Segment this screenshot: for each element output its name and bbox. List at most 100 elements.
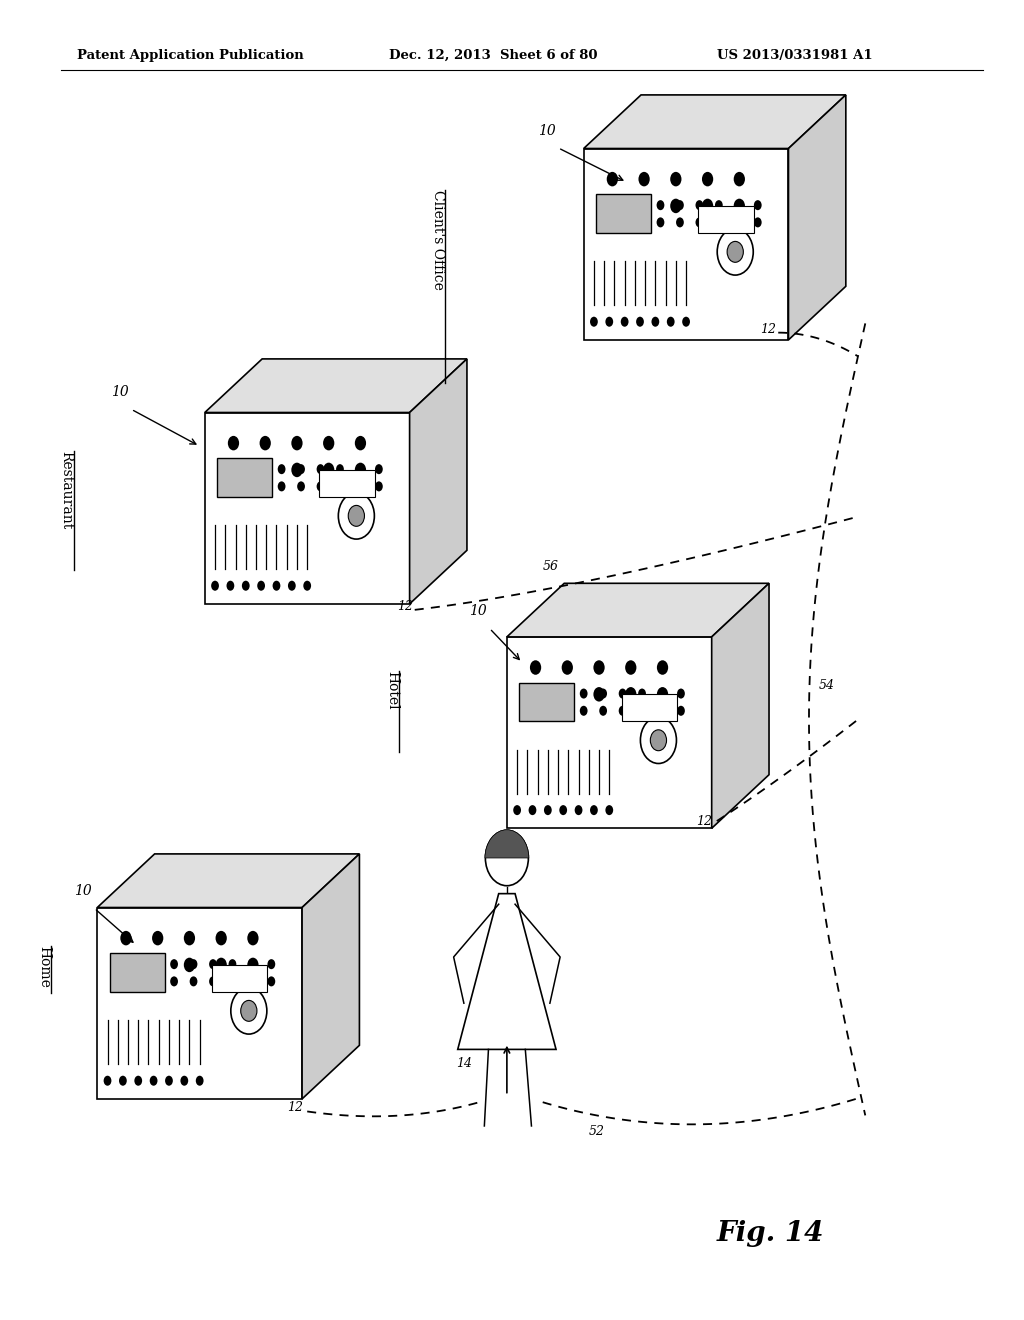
Circle shape <box>216 931 227 945</box>
Circle shape <box>656 201 665 210</box>
Circle shape <box>676 218 684 227</box>
Circle shape <box>561 686 572 702</box>
Polygon shape <box>97 908 302 1098</box>
Circle shape <box>189 960 198 969</box>
Bar <box>596 194 651 232</box>
Polygon shape <box>205 359 467 412</box>
Circle shape <box>227 462 239 477</box>
Polygon shape <box>205 412 410 605</box>
Circle shape <box>636 317 644 327</box>
Polygon shape <box>458 894 556 1049</box>
Circle shape <box>180 1076 188 1086</box>
Circle shape <box>348 506 365 527</box>
Circle shape <box>336 482 344 491</box>
Circle shape <box>544 805 552 816</box>
Circle shape <box>528 805 537 816</box>
Circle shape <box>189 977 198 986</box>
Circle shape <box>605 805 613 816</box>
Text: Fig. 14: Fig. 14 <box>717 1220 824 1247</box>
Circle shape <box>324 436 334 450</box>
Circle shape <box>152 931 164 945</box>
Circle shape <box>618 706 627 715</box>
Bar <box>698 206 754 232</box>
Circle shape <box>621 317 629 327</box>
Circle shape <box>278 465 286 474</box>
Circle shape <box>230 987 267 1034</box>
Circle shape <box>599 689 607 698</box>
Circle shape <box>248 977 256 986</box>
Text: Home: Home <box>37 946 51 989</box>
Circle shape <box>226 581 234 591</box>
Text: 14: 14 <box>456 1056 472 1069</box>
Circle shape <box>677 706 685 715</box>
Circle shape <box>324 462 334 477</box>
Circle shape <box>727 242 743 263</box>
Circle shape <box>121 931 131 945</box>
Polygon shape <box>507 638 712 829</box>
Circle shape <box>211 581 219 591</box>
Circle shape <box>355 465 364 474</box>
Circle shape <box>530 660 541 675</box>
Circle shape <box>590 805 598 816</box>
Circle shape <box>702 199 713 214</box>
Circle shape <box>260 462 270 477</box>
Circle shape <box>618 689 627 698</box>
Circle shape <box>297 482 305 491</box>
Text: 56: 56 <box>543 560 559 573</box>
Circle shape <box>656 218 665 227</box>
Text: 10: 10 <box>469 605 486 618</box>
Circle shape <box>170 977 178 986</box>
Circle shape <box>590 317 598 327</box>
Circle shape <box>267 960 275 969</box>
Text: 10: 10 <box>538 124 555 137</box>
Circle shape <box>267 977 275 986</box>
Circle shape <box>248 931 258 945</box>
Circle shape <box>248 957 258 972</box>
Circle shape <box>119 1076 127 1086</box>
Circle shape <box>695 201 703 210</box>
Text: US 2013/0331981 A1: US 2013/0331981 A1 <box>717 49 872 62</box>
Circle shape <box>196 1076 204 1086</box>
Circle shape <box>657 689 666 698</box>
Circle shape <box>676 201 684 210</box>
Polygon shape <box>302 854 359 1098</box>
Circle shape <box>216 957 227 972</box>
Circle shape <box>338 492 375 539</box>
Circle shape <box>288 581 296 591</box>
Circle shape <box>150 1076 158 1086</box>
Circle shape <box>695 218 703 227</box>
Circle shape <box>530 686 541 702</box>
Circle shape <box>241 1001 257 1022</box>
Text: 12: 12 <box>760 322 776 335</box>
Circle shape <box>574 805 583 816</box>
Circle shape <box>354 462 367 477</box>
Bar <box>212 965 267 991</box>
Circle shape <box>297 465 305 474</box>
Text: 12: 12 <box>696 814 713 828</box>
Circle shape <box>170 960 178 969</box>
Circle shape <box>593 686 604 702</box>
Circle shape <box>242 581 250 591</box>
Circle shape <box>291 436 303 450</box>
Polygon shape <box>712 583 769 829</box>
Circle shape <box>303 581 311 591</box>
Circle shape <box>316 482 325 491</box>
Circle shape <box>640 717 677 763</box>
Circle shape <box>638 706 646 715</box>
Polygon shape <box>507 583 769 638</box>
Text: 10: 10 <box>74 884 91 898</box>
Circle shape <box>754 218 762 227</box>
Circle shape <box>657 686 668 702</box>
Circle shape <box>561 660 572 675</box>
Text: 54: 54 <box>819 678 836 692</box>
Circle shape <box>671 199 682 214</box>
Circle shape <box>248 960 256 969</box>
Bar <box>622 694 677 721</box>
Circle shape <box>272 581 281 591</box>
Circle shape <box>228 977 237 986</box>
Circle shape <box>485 830 528 886</box>
Circle shape <box>184 957 195 972</box>
Text: Patent Application Publication: Patent Application Publication <box>77 49 303 62</box>
Circle shape <box>184 931 195 945</box>
Circle shape <box>121 957 131 972</box>
